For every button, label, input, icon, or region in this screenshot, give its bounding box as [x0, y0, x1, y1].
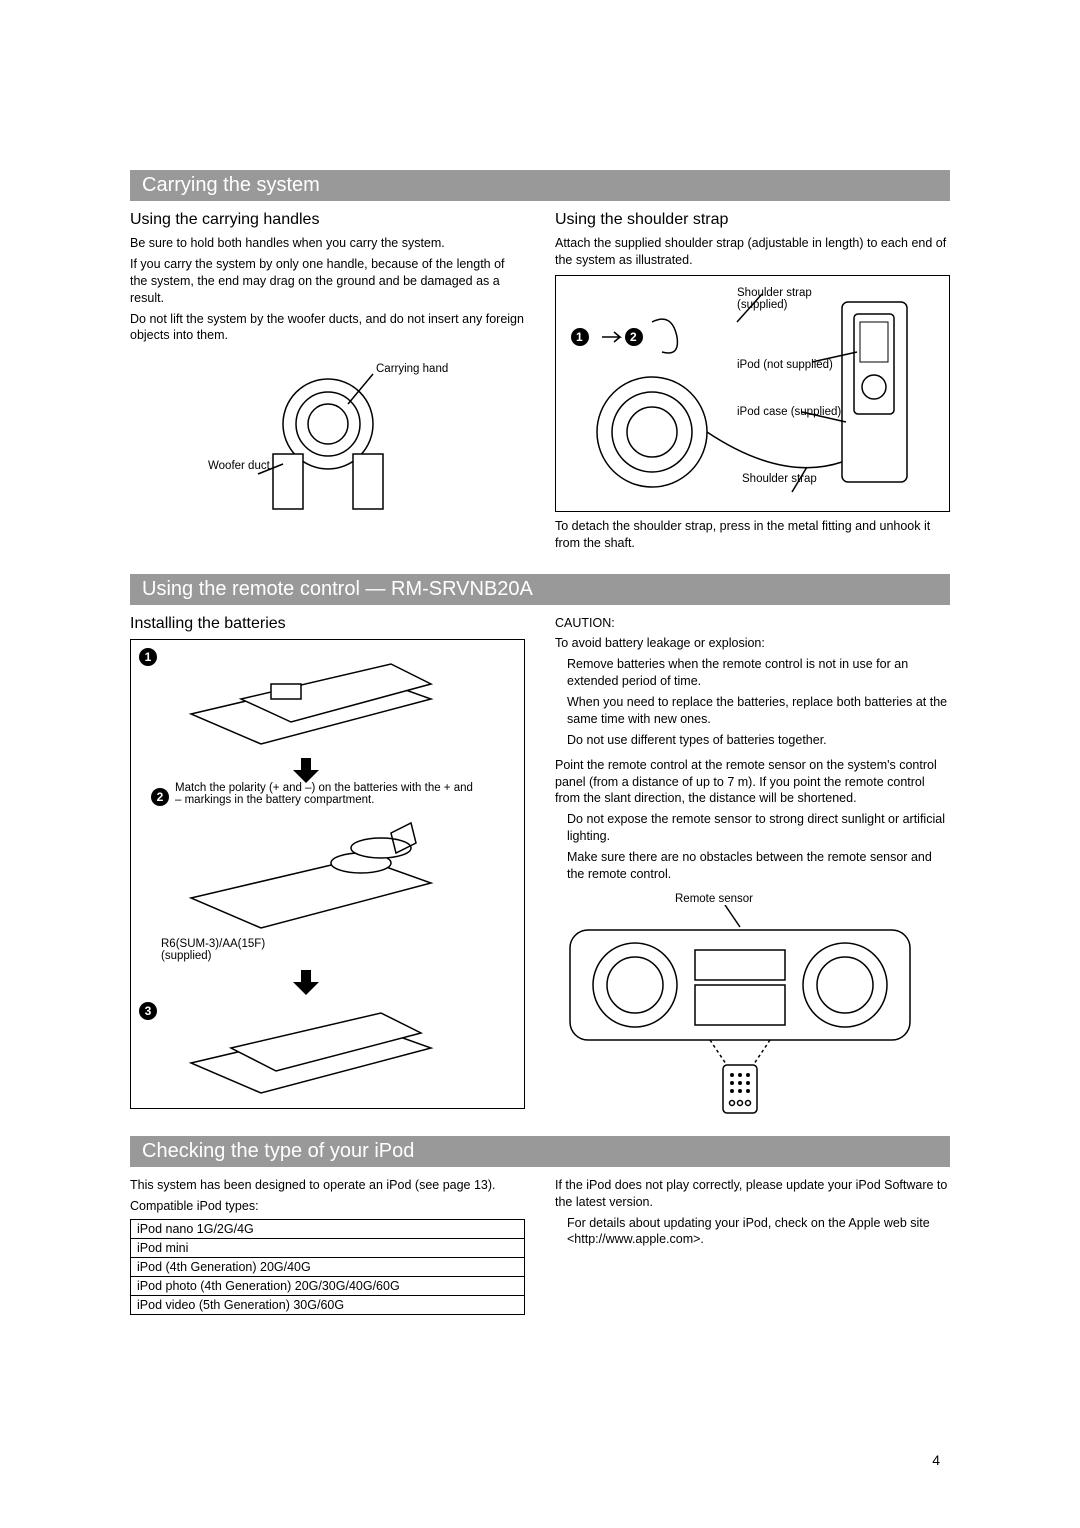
- handles-p2: If you carry the system by only one hand…: [130, 256, 525, 307]
- remote-b1: Do not expose the remote sensor to stron…: [567, 811, 950, 845]
- remote-right: CAUTION: To avoid battery leakage or exp…: [555, 615, 950, 1118]
- remote-open-svg: [181, 644, 441, 754]
- section-header-remote: Using the remote control — RM-SRVNB20A: [130, 574, 950, 605]
- ipod-p1: This system has been designed to operate…: [130, 1177, 525, 1194]
- ipod-tablehead: Compatible iPod types:: [130, 1198, 525, 1215]
- label-carrying-handle: Carrying handle: [376, 363, 448, 375]
- caution-b3: Do not use different types of batteries …: [567, 732, 950, 749]
- woofer-svg: Carrying handle Woofer duct: [208, 354, 448, 514]
- step2-text: Match the polarity (+ and –) on the batt…: [175, 782, 475, 806]
- remote-p1: Point the remote control at the remote s…: [555, 757, 950, 808]
- ipod-r-b1: For details about updating your iPod, ch…: [567, 1215, 950, 1249]
- label-shoulder-strap2: Shoulder strap: [742, 473, 842, 485]
- page-number: 4: [932, 1452, 940, 1468]
- section-header-carrying: Carrying the system: [130, 170, 950, 201]
- carrying-right: Using the shoulder strap Attach the supp…: [555, 211, 950, 556]
- section-header-ipod: Checking the type of your iPod: [130, 1136, 950, 1167]
- subhead-batteries: Installing the batteries: [130, 615, 525, 633]
- remote-close-svg: [181, 998, 441, 1098]
- strap-svg: 1 2: [562, 282, 922, 502]
- caution-label: CAUTION:: [555, 615, 950, 632]
- carrying-columns: Using the carrying handles Be sure to ho…: [130, 211, 950, 556]
- caution-b1: Remove batteries when the remote control…: [567, 656, 950, 690]
- label-ipod-case: iPod case (supplied): [737, 406, 847, 418]
- remote-columns: Installing the batteries 1 2 Match the p…: [130, 615, 950, 1118]
- table-cell: iPod nano 1G/2G/4G: [131, 1219, 525, 1238]
- label-battery-type: R6(SUM-3)/AA(15F) (supplied): [161, 938, 281, 962]
- label-strap-supplied: Shoulder strap (supplied): [737, 287, 857, 311]
- boombox-svg: [555, 905, 925, 1115]
- strap-diagram-frame: 1 2 Shou: [555, 275, 950, 512]
- label-ipod-not-supplied: iPod (not supplied): [737, 359, 847, 371]
- table-row: iPod (4th Generation) 20G/40G: [131, 1257, 525, 1276]
- subhead-strap: Using the shoulder strap: [555, 211, 950, 229]
- arrow-down2-icon: [291, 970, 321, 995]
- table-row: iPod nano 1G/2G/4G: [131, 1219, 525, 1238]
- battery-diagram-frame: 1 2 Match the polarity (+ and –) on the …: [130, 639, 525, 1109]
- table-row: iPod video (5th Generation) 30G/60G: [131, 1295, 525, 1314]
- ipod-columns: This system has been designed to operate…: [130, 1177, 950, 1315]
- table-cell: iPod (4th Generation) 20G/40G: [131, 1257, 525, 1276]
- table-cell: iPod mini: [131, 1238, 525, 1257]
- remote-b2: Make sure there are no obstacles between…: [567, 849, 950, 883]
- step1-icon: 1: [139, 648, 157, 666]
- caution-intro: To avoid battery leakage or explosion:: [555, 635, 950, 652]
- step2-icon: 2: [151, 788, 169, 806]
- arrow-down-icon: [291, 758, 321, 783]
- ipod-left: This system has been designed to operate…: [130, 1177, 525, 1315]
- svg-text:2: 2: [630, 330, 637, 344]
- ipod-r-p1: If the iPod does not play correctly, ple…: [555, 1177, 950, 1211]
- handles-p1: Be sure to hold both handles when you ca…: [130, 235, 525, 252]
- remote-insert-svg: [181, 818, 441, 948]
- ipod-table: iPod nano 1G/2G/4GiPod miniiPod (4th Gen…: [130, 1219, 525, 1315]
- label-remote-sensor: Remote sensor: [675, 893, 950, 905]
- carrying-left: Using the carrying handles Be sure to ho…: [130, 211, 525, 556]
- strap-p1: Attach the supplied shoulder strap (adju…: [555, 235, 950, 269]
- step3-icon: 3: [139, 1002, 157, 1020]
- caution-b2: When you need to replace the batteries, …: [567, 694, 950, 728]
- subhead-handles: Using the carrying handles: [130, 211, 525, 229]
- table-row: iPod mini: [131, 1238, 525, 1257]
- label-woofer-duct: Woofer duct: [208, 460, 271, 472]
- svg-text:1: 1: [576, 330, 583, 344]
- strap-p2: To detach the shoulder strap, press in t…: [555, 518, 950, 552]
- handles-p3: Do not lift the system by the woofer duc…: [130, 311, 525, 345]
- table-cell: iPod photo (4th Generation) 20G/30G/40G/…: [131, 1276, 525, 1295]
- ipod-right: If the iPod does not play correctly, ple…: [555, 1177, 950, 1315]
- sensor-diagram: Remote sensor: [555, 893, 950, 1118]
- handle-diagram: Carrying handle Woofer duct: [130, 354, 525, 514]
- remote-left: Installing the batteries 1 2 Match the p…: [130, 615, 525, 1118]
- table-cell: iPod video (5th Generation) 30G/60G: [131, 1295, 525, 1314]
- table-row: iPod photo (4th Generation) 20G/30G/40G/…: [131, 1276, 525, 1295]
